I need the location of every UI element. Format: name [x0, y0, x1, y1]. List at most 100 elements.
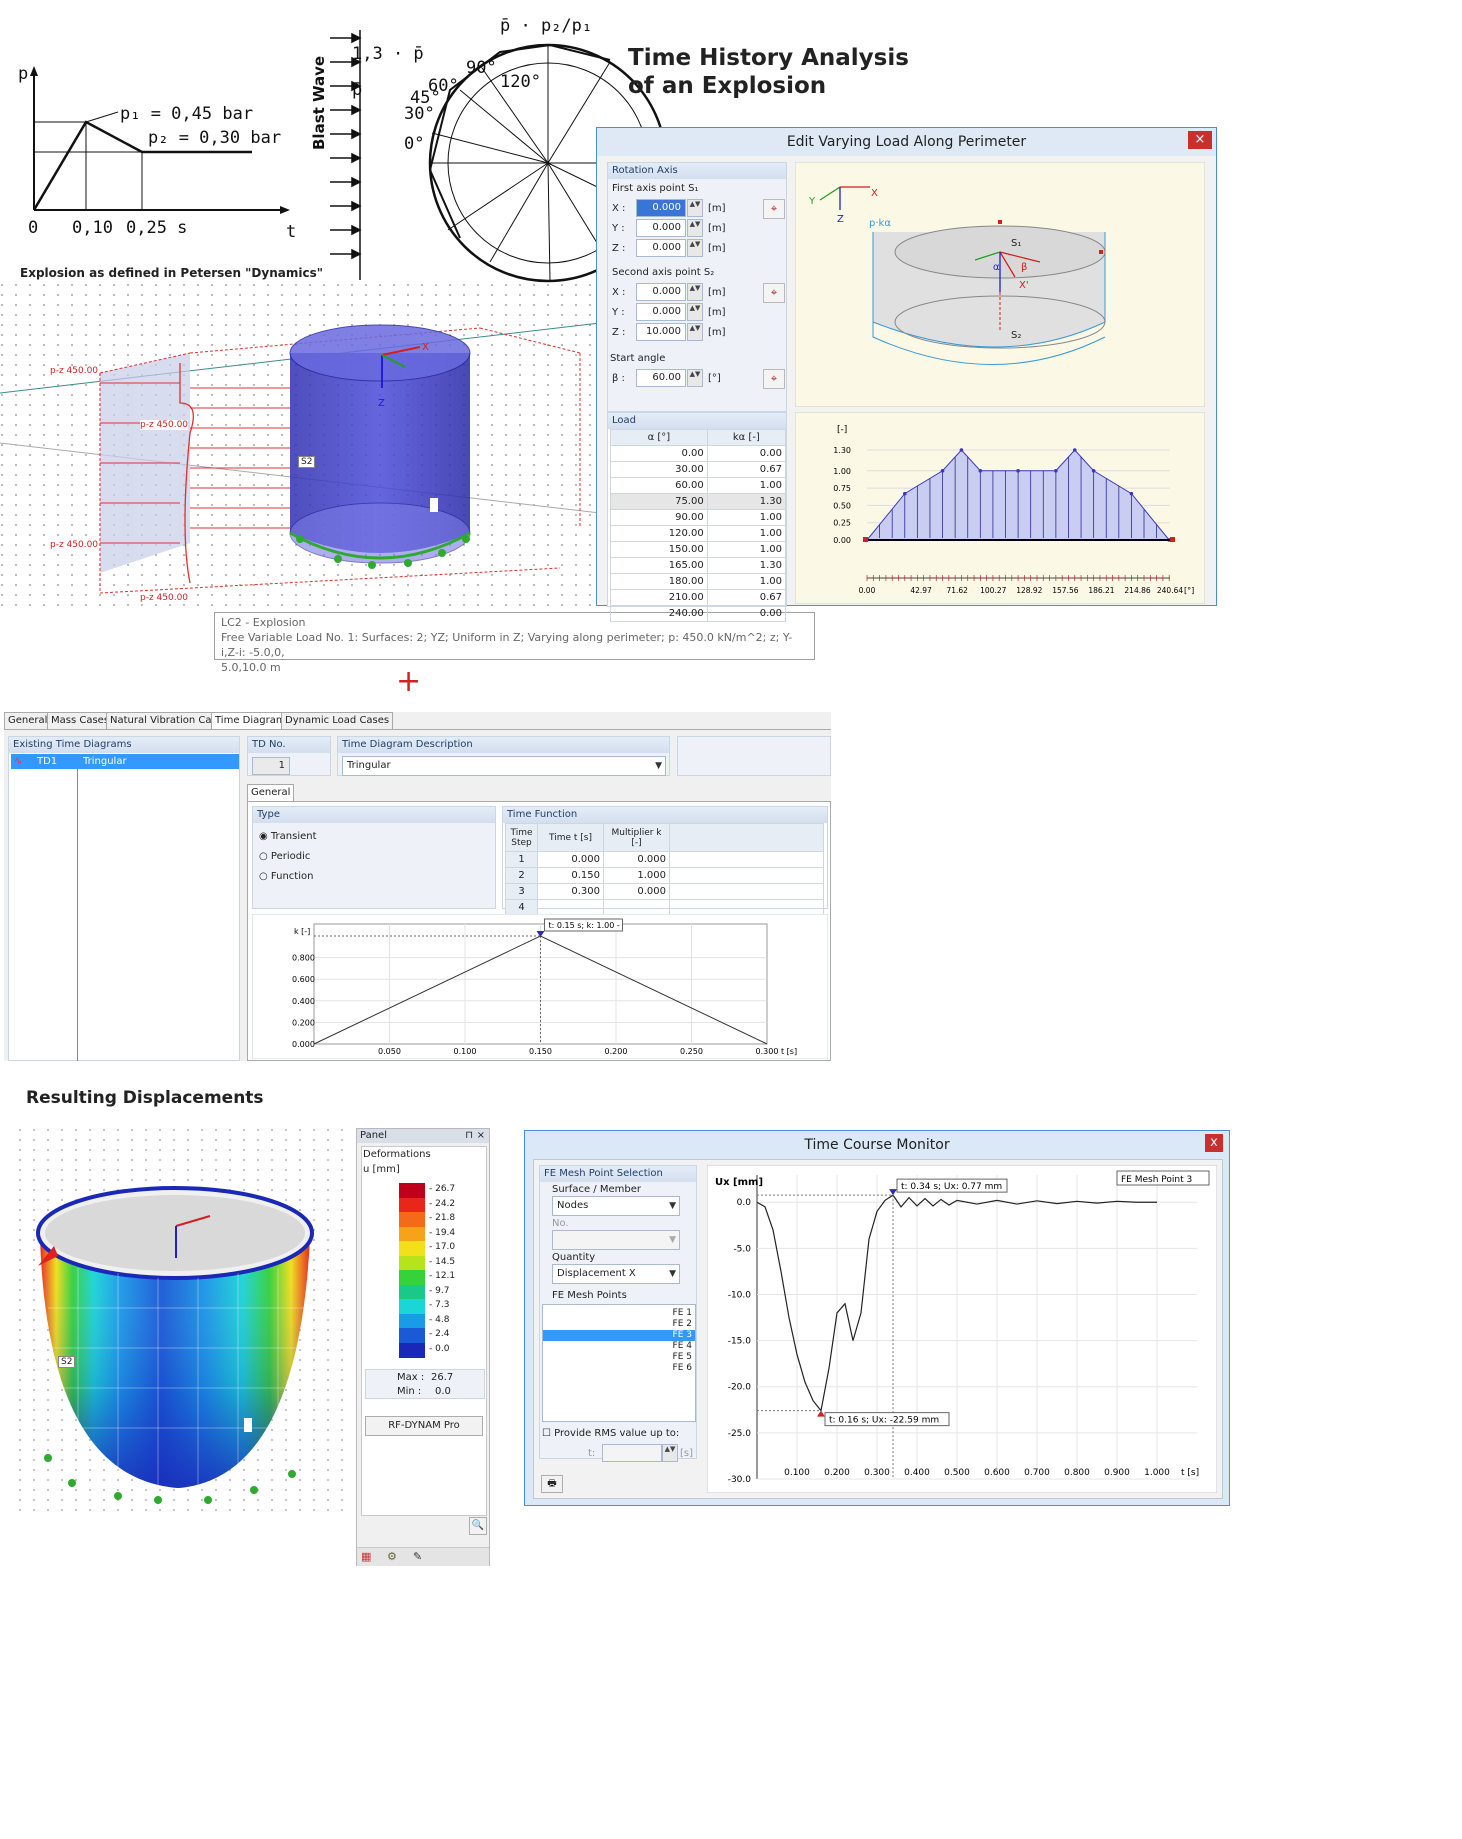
mult-cell[interactable]: 0.000 [603, 851, 670, 868]
list-item[interactable]: FE 1 [672, 1308, 692, 1318]
first-x-input[interactable]: 0.000 [636, 199, 686, 217]
dialog-close-button[interactable]: × [1188, 131, 1212, 149]
second-y-spin[interactable]: ▲▼ [687, 303, 703, 321]
y-tick-label: 0.800 [292, 954, 315, 963]
monitor-close-button[interactable]: x [1205, 1134, 1223, 1152]
k-cell[interactable]: 1.00 [706, 525, 787, 542]
tab-dynamic-load-cases[interactable]: Dynamic Load Cases [281, 712, 394, 729]
k-cell[interactable]: 1.00 [706, 509, 787, 526]
fe-points-list[interactable]: FE 1 FE 2 FE 3 FE 4 FE 5 FE 6 [542, 1304, 696, 1422]
table-row[interactable]: 210.00 0.67 [610, 589, 787, 606]
x-tick-label: 0.700 [1024, 1468, 1050, 1478]
table-row[interactable]: 120.00 1.00 [610, 525, 787, 542]
quantity-select[interactable]: Displacement X ▼ [552, 1264, 680, 1284]
pick-start-angle-button[interactable]: ⌖ [763, 369, 785, 389]
radio-transient[interactable]: ◉ Transient [259, 831, 317, 842]
pin-icon[interactable]: ⊓ [465, 1130, 473, 1141]
zoom-icon[interactable]: 🔍 [469, 1517, 487, 1535]
second-z-input[interactable]: 10.000 [636, 323, 686, 341]
rf-dynam-pro-button[interactable]: RF-DYNAM Pro [365, 1416, 483, 1436]
list-item[interactable]: FE 6 [672, 1363, 692, 1373]
mult-cell[interactable]: 0.000 [603, 883, 670, 900]
table-row[interactable]: 150.00 1.00 [610, 541, 787, 558]
k-cell[interactable]: 0.67 [706, 461, 787, 478]
checkbox-icon: ☐ [542, 1428, 551, 1439]
alpha-cell[interactable]: 150.00 [610, 541, 708, 558]
legend-swatch [399, 1255, 425, 1271]
surface-member-select[interactable]: Nodes ▼ [552, 1196, 680, 1216]
table-row[interactable]: 75.00 1.30 [610, 493, 787, 510]
list-item[interactable]: FE 5 [672, 1352, 692, 1362]
print-icon[interactable]: 🖶 [541, 1475, 563, 1493]
edit-icon[interactable]: ✎ [413, 1550, 423, 1563]
rms-checkbox[interactable]: ☐ Provide RMS value up to: [542, 1428, 679, 1439]
first-x-spin[interactable]: ▲▼ [687, 199, 703, 217]
k-cell[interactable]: 1.30 [706, 557, 787, 574]
table-row[interactable]: 165.00 1.30 [610, 557, 787, 574]
tab-general[interactable]: General [4, 712, 52, 729]
alpha-cell[interactable]: 30.00 [610, 461, 708, 478]
table-row[interactable]: 1 0.000 0.000 [505, 851, 824, 868]
table-row[interactable]: 0.00 0.00 [610, 445, 787, 462]
description-select[interactable]: Tringular ▼ [342, 756, 666, 776]
second-y-input[interactable]: 0.000 [636, 303, 686, 321]
second-x-input[interactable]: 0.000 [636, 283, 686, 301]
radio-periodic[interactable]: ○ Periodic [259, 851, 310, 862]
list-item-selected[interactable]: FE 3 [543, 1330, 695, 1341]
td-no-input[interactable]: 1 [252, 757, 290, 775]
time-function-table[interactable]: Time Step Time t [s] Multiplier k [-] 1 0.0… [505, 823, 824, 916]
second-x-spin[interactable]: ▲▼ [687, 283, 703, 301]
start-angle-input[interactable]: 60.00 [636, 369, 686, 387]
rotation-axis-group: Rotation Axis First axis point S₁ X : 0.… [607, 162, 787, 412]
k-cell[interactable]: 0.00 [706, 445, 787, 462]
options-icon[interactable]: ⚙ [387, 1550, 397, 1563]
table-row[interactable]: 4 [505, 899, 824, 916]
k-cell[interactable]: 1.00 [706, 573, 787, 590]
monitor-title: Time Course Monitor [525, 1131, 1229, 1159]
alpha-cell[interactable]: 75.00 [610, 493, 708, 510]
list-item[interactable]: FE 4 [672, 1341, 692, 1351]
mult-cell[interactable]: 1.000 [603, 867, 670, 884]
tab-mass-cases[interactable]: Mass Cases [47, 712, 114, 729]
pick-first-point-button[interactable]: ⌖ [763, 199, 785, 219]
table-row[interactable]: 180.00 1.00 [610, 573, 787, 590]
table-row[interactable]: 3 0.300 0.000 [505, 883, 824, 900]
alpha-cell[interactable]: 240.00 [610, 605, 708, 622]
alpha-cell[interactable]: 180.00 [610, 573, 708, 590]
alpha-cell[interactable]: 90.00 [610, 509, 708, 526]
alpha-cell[interactable]: 120.00 [610, 525, 708, 542]
radio-function[interactable]: ○ Function [259, 871, 313, 882]
k-cell[interactable]: 1.00 [706, 477, 787, 494]
close-icon[interactable]: × [476, 1130, 485, 1141]
load-table[interactable]: α [°] kα [-] 0.00 0.00 30.00 0.67 60.00 1.00… [610, 429, 787, 622]
first-z-spin[interactable]: ▲▼ [687, 239, 703, 257]
table-row[interactable]: 240.00 0.00 [610, 605, 787, 622]
diagram-list-item[interactable]: ∿ TD1 Tringular [11, 754, 239, 769]
k-cell[interactable]: 1.30 [706, 493, 787, 510]
alpha-cell[interactable]: 60.00 [610, 477, 708, 494]
table-row[interactable]: 30.00 0.67 [610, 461, 787, 478]
second-z-spin[interactable]: ▲▼ [687, 323, 703, 341]
time-cell[interactable]: 0.000 [537, 851, 604, 868]
pick-second-point-button[interactable]: ⌖ [763, 283, 785, 303]
start-angle-spin[interactable]: ▲▼ [687, 369, 703, 387]
first-y-input[interactable]: 0.000 [636, 219, 686, 237]
time-cell[interactable]: 0.300 [537, 883, 604, 900]
first-z-input[interactable]: 0.000 [636, 239, 686, 257]
alpha-cell[interactable]: 0.00 [610, 445, 708, 462]
alpha-cell[interactable]: 210.00 [610, 589, 708, 606]
first-y-spin[interactable]: ▲▼ [687, 219, 703, 237]
plus-sign: + [396, 664, 422, 699]
k-cell[interactable]: 0.00 [706, 605, 787, 622]
table-row[interactable]: 90.00 1.00 [610, 509, 787, 526]
k-cell[interactable]: 1.00 [706, 541, 787, 558]
color-scale-icon[interactable]: ▦ [361, 1550, 372, 1563]
alpha-cell[interactable]: 165.00 [610, 557, 708, 574]
time-cell[interactable]: 0.150 [537, 867, 604, 884]
k-cell[interactable]: 0.67 [706, 589, 787, 606]
table-row[interactable]: 2 0.150 1.000 [505, 867, 824, 884]
subtab-general[interactable]: General [247, 784, 295, 802]
table-row[interactable]: 60.00 1.00 [610, 477, 787, 494]
list-item[interactable]: FE 2 [672, 1319, 692, 1329]
deformation-panel: Panel ⊓ × Deformations u [mm] - 26.7 - 24… [356, 1128, 490, 1566]
